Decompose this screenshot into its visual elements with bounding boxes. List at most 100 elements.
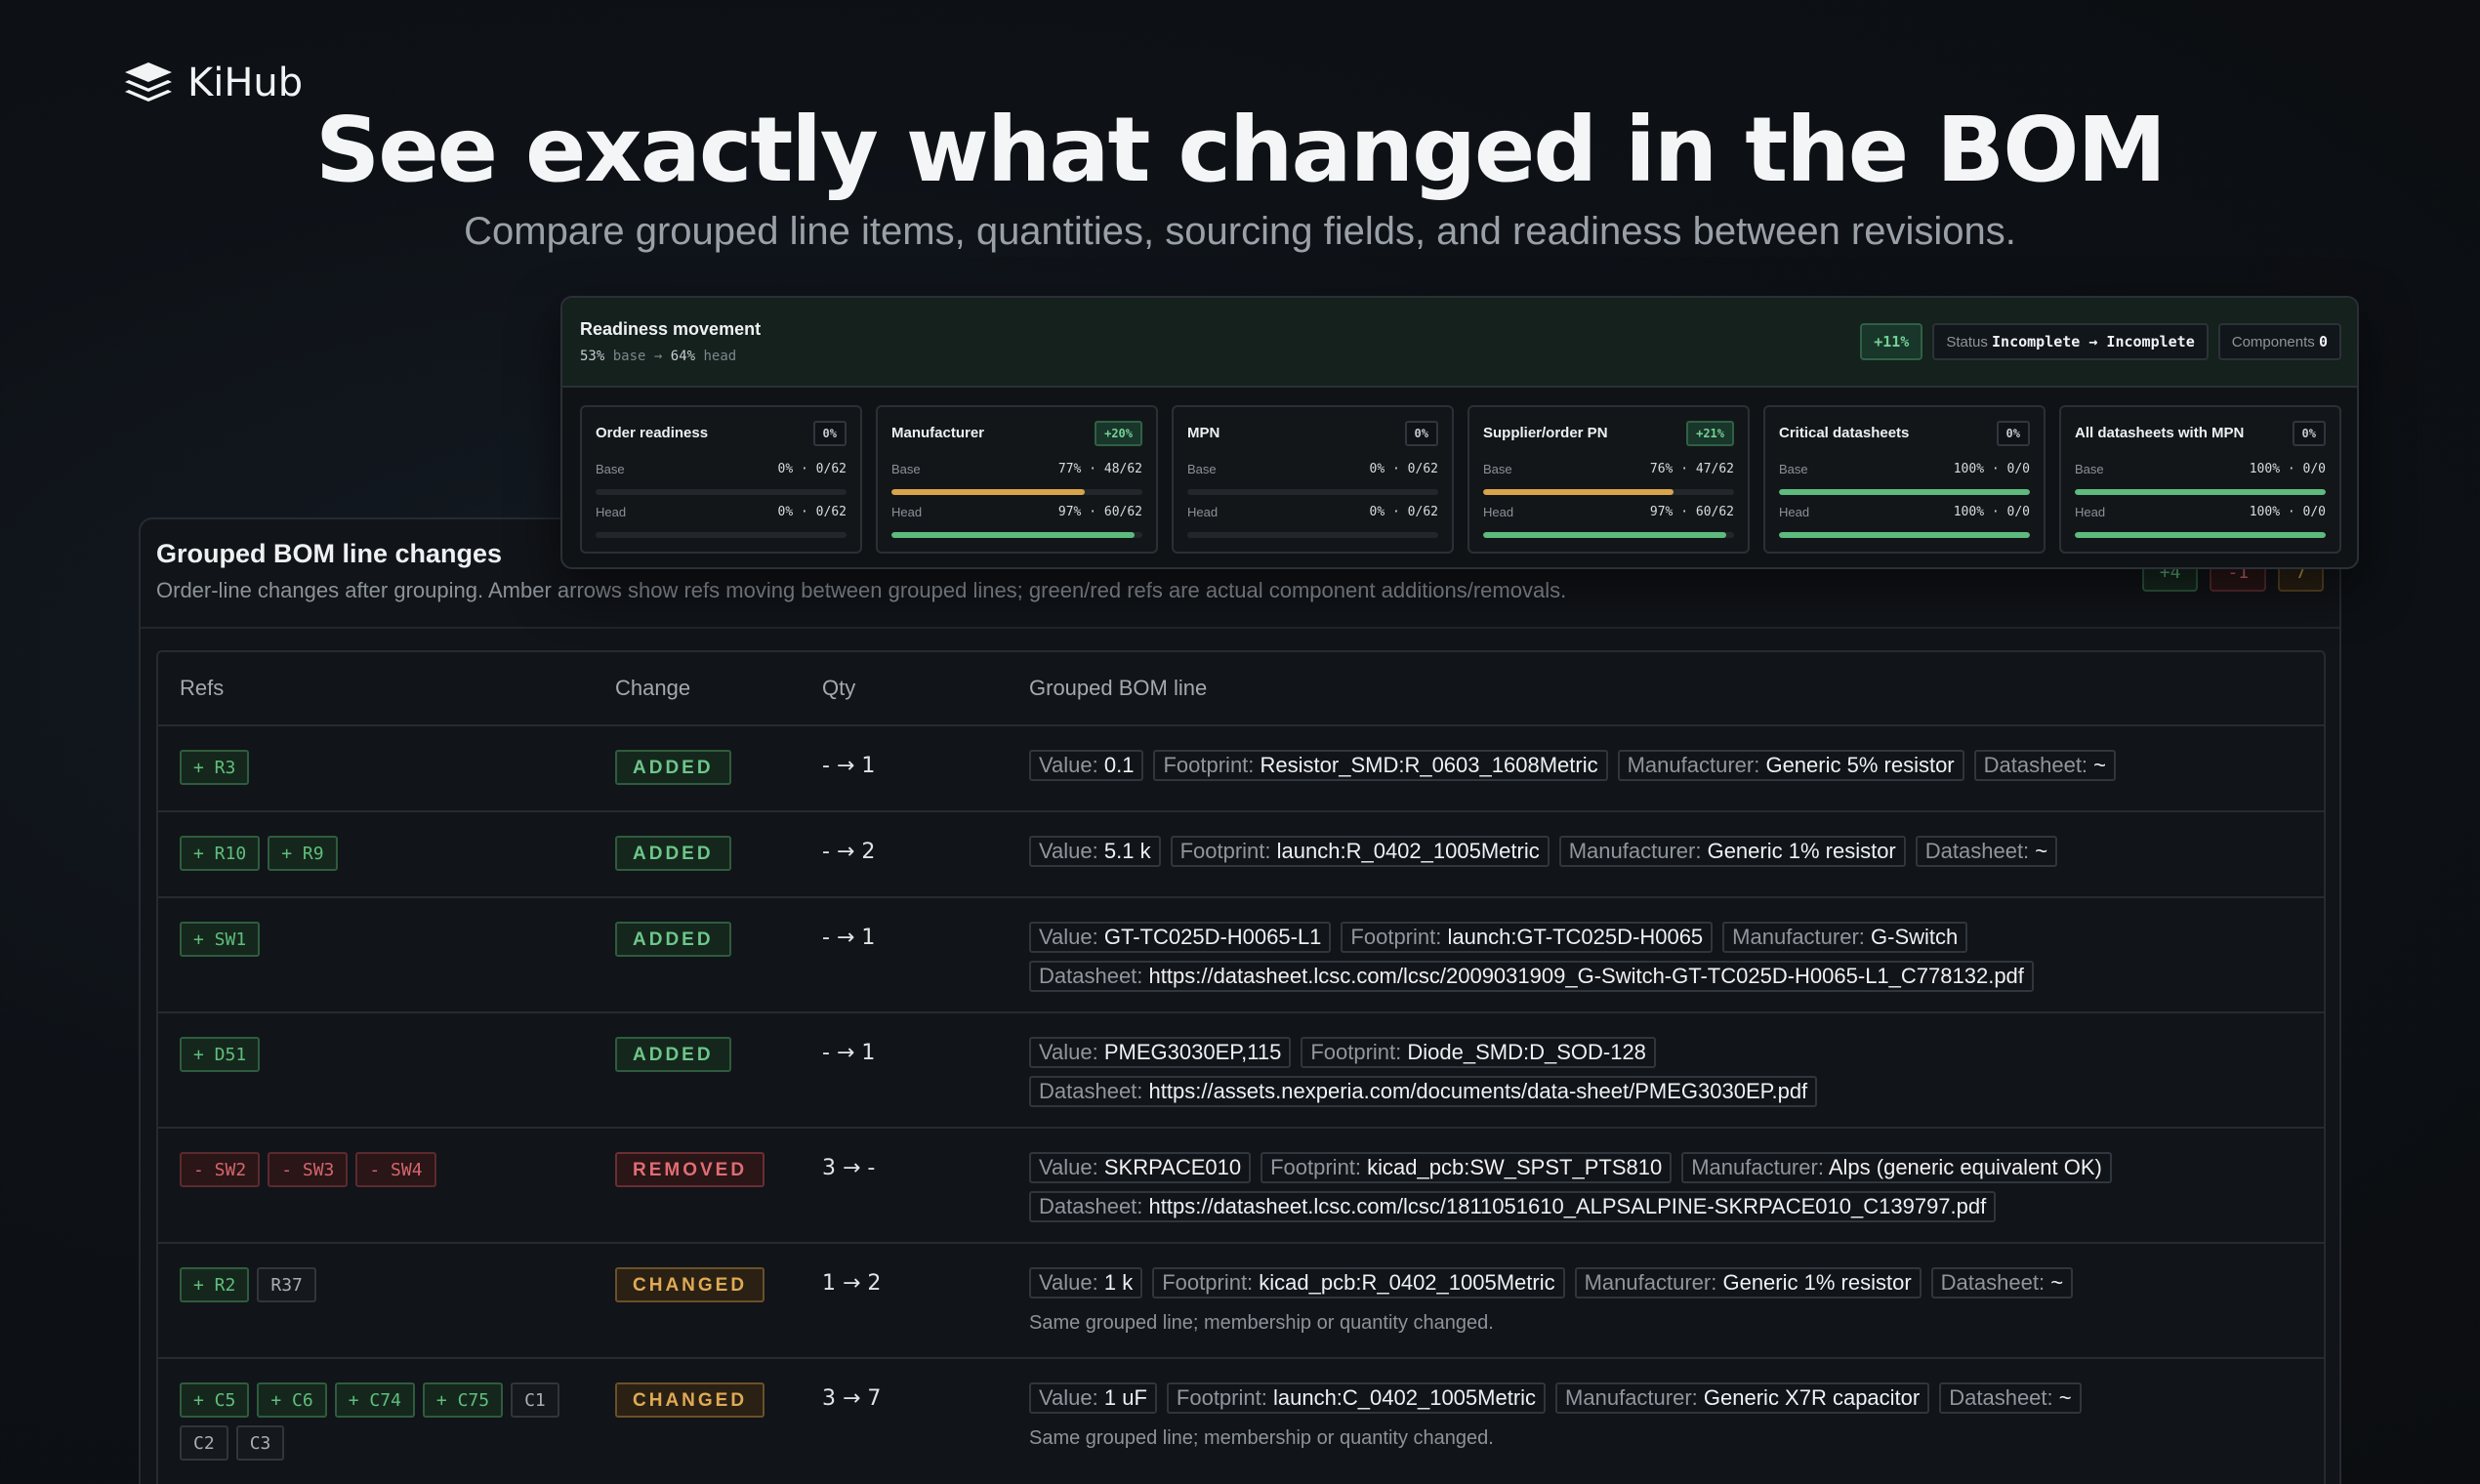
head-percent: 64% — [670, 349, 696, 364]
ref-chip[interactable]: + R2 — [180, 1267, 250, 1302]
grouped-line-cell: Value: PMEG3030EP,115 Footprint: Diode_SM… — [1029, 1013, 2324, 1127]
ref-chip[interactable]: C2 — [180, 1425, 228, 1461]
ref-chip[interactable]: + D51 — [180, 1037, 261, 1072]
field-value: Generic X7R capacitor — [1703, 1385, 1921, 1410]
qty-cell: 3 → - — [822, 1129, 1029, 1242]
readiness-title: Readiness movement — [580, 319, 762, 339]
field-key: Datasheet: — [1039, 1079, 1143, 1103]
card-title: Order readiness — [596, 425, 709, 441]
head-label: Head — [1187, 505, 1219, 519]
head-progress-fill — [1483, 532, 1727, 538]
ref-chip[interactable]: - SW4 — [355, 1152, 436, 1187]
line-field: Manufacturer: Generic 1% resistor — [1558, 836, 1906, 867]
ref-chip[interactable]: + C6 — [257, 1382, 327, 1418]
ref-chip[interactable]: + R10 — [180, 836, 261, 871]
brand-name: KiHub — [187, 61, 304, 105]
field-key: Manufacturer: — [1565, 1385, 1698, 1410]
head-value: 100% · 0/0 — [2249, 505, 2326, 519]
qty-value: - → 1 — [822, 926, 876, 950]
head-row: Head 0% · 0/62 — [1187, 505, 1438, 520]
card-delta-chip: 0% — [1404, 421, 1438, 446]
ref-chip[interactable]: + R9 — [268, 836, 338, 871]
components-chip: Components 0 — [2217, 323, 2341, 360]
field-value: ~ — [2058, 1385, 2072, 1410]
ref-chip[interactable]: R37 — [257, 1267, 316, 1302]
qty-cell: - → 1 — [822, 898, 1029, 1011]
head-value: 100% · 0/0 — [1953, 505, 2030, 519]
table-row[interactable]: + R10 + R9 ADDED - → 2 Value: 5.1 k Footprint… — [158, 812, 2324, 898]
base-row: Base 0% · 0/62 — [1187, 462, 1438, 477]
ref-chip[interactable]: + R3 — [180, 750, 250, 785]
refs-cell: + R2 R37 — [158, 1244, 615, 1357]
ref-chip[interactable]: + SW1 — [180, 922, 261, 957]
status-value: Incomplete → Incomplete — [1992, 333, 2195, 350]
grouped-line-cell: Value: 0.1 Footprint: Resistor_SMD:R_0603… — [1029, 726, 2324, 810]
line-field: Datasheet: ~ — [1930, 1267, 2074, 1298]
line-field: Manufacturer: Generic 1% resistor — [1574, 1267, 1922, 1298]
field-key: Value: — [1039, 1155, 1098, 1179]
column-header-qty[interactable]: Qty — [822, 676, 856, 700]
table-body: + R3 ADDED - → 1 Value: 0.1 Footprint: Resis… — [158, 726, 2324, 1484]
ref-chip[interactable]: C3 — [235, 1425, 285, 1461]
ref-chip[interactable]: - SW2 — [180, 1152, 261, 1187]
base-label: Base — [1187, 462, 1217, 476]
card-delta-chip: 0% — [812, 421, 847, 446]
column-header-grouped-line[interactable]: Grouped BOM line — [1029, 676, 1208, 700]
base-value: 76% · 47/62 — [1649, 462, 1734, 476]
line-field: Value: 5.1 k — [1029, 836, 1161, 867]
head-progress-fill — [1779, 532, 2030, 538]
field-key: Value: — [1039, 1040, 1098, 1064]
brand-logo[interactable]: KiHub — [123, 61, 303, 105]
head-value: 97% · 60/62 — [1649, 505, 1734, 519]
table-row[interactable]: + R3 ADDED - → 1 Value: 0.1 Footprint: Resis… — [158, 726, 2324, 812]
ref-chip[interactable]: + C5 — [180, 1382, 250, 1418]
change-cell: CHANGED — [615, 1244, 822, 1357]
field-value: 1 k — [1103, 1270, 1134, 1295]
readiness-header: Readiness movement 53% base → 64% head +… — [562, 298, 2357, 388]
readiness-cards: Order readiness 0% Base 0% · 0/62 Head 0% · 0… — [580, 405, 2341, 554]
field-key: Value: — [1039, 839, 1098, 863]
field-value: Generic 1% resistor — [1707, 839, 1896, 863]
status-label: Status — [1946, 334, 1988, 350]
line-field: Footprint: kicad_pcb:R_0402_1005Metric — [1152, 1267, 1565, 1298]
head-label: Head — [2075, 505, 2106, 519]
card-delta-chip: 0% — [2292, 421, 2326, 446]
table-row[interactable]: + R2 R37 CHANGED 1 → 2 Value: 1 k Footprint: … — [158, 1244, 2324, 1359]
qty-cell: - → 1 — [822, 1013, 1029, 1127]
ref-chip[interactable]: C1 — [511, 1382, 559, 1418]
head-progress-bar — [2075, 532, 2326, 538]
column-header-change[interactable]: Change — [615, 676, 691, 700]
field-value: Generic 1% resistor — [1722, 1270, 1912, 1295]
base-label: Base — [1483, 462, 1512, 476]
card-title: Supplier/order PN — [1483, 425, 1608, 441]
line-note: Same grouped line; membership or quantit… — [1029, 1312, 1494, 1334]
card-title: MPN — [1187, 425, 1220, 441]
field-key: Value: — [1039, 753, 1098, 777]
line-field: Datasheet: https://assets.nexperia.com/d… — [1029, 1076, 1818, 1107]
table-row[interactable]: + SW1 ADDED - → 1 Value: GT-TC025D-H0065-L1… — [158, 898, 2324, 1013]
change-badge: ADDED — [615, 922, 731, 957]
components-label: Components — [2231, 334, 2315, 350]
card-title: Critical datasheets — [1779, 425, 1910, 441]
change-cell: ADDED — [615, 726, 822, 810]
ref-chip[interactable]: + C74 — [334, 1382, 415, 1418]
stack-layers-icon — [125, 62, 172, 102]
field-key: Footprint: — [1163, 753, 1255, 777]
field-key: Manufacturer: — [1732, 925, 1865, 949]
base-label: Base — [1779, 462, 1808, 476]
table-row[interactable]: - SW2- SW3- SW4 REMOVED 3 → - Value: SKRPAC… — [158, 1129, 2324, 1244]
line-field: Footprint: launch:R_0402_1005Metric — [1170, 836, 1550, 867]
ref-chip[interactable]: - SW3 — [268, 1152, 349, 1187]
readiness-summary: 53% base → 64% head — [580, 349, 736, 364]
table-row[interactable]: + D51 ADDED - → 1 Value: PMEG3030EP,115 Foot… — [158, 1013, 2324, 1129]
base-value: 77% · 48/62 — [1057, 462, 1142, 476]
refs-cell: - SW2- SW3- SW4 — [158, 1129, 615, 1242]
table-row[interactable]: + C5 + C6 + C74 + C75 C1 C2 C3 CHANGED 3 → 7 Valu… — [158, 1359, 2324, 1484]
qty-value: - → 1 — [822, 1041, 876, 1065]
field-value: PMEG3030EP,115 — [1103, 1040, 1282, 1064]
field-value: ~ — [2050, 1270, 2064, 1295]
ref-chip[interactable]: + C75 — [422, 1382, 504, 1418]
column-header-refs[interactable]: Refs — [180, 676, 225, 700]
refs-cell: + SW1 — [158, 898, 615, 1011]
head-progress-bar — [1779, 532, 2030, 538]
